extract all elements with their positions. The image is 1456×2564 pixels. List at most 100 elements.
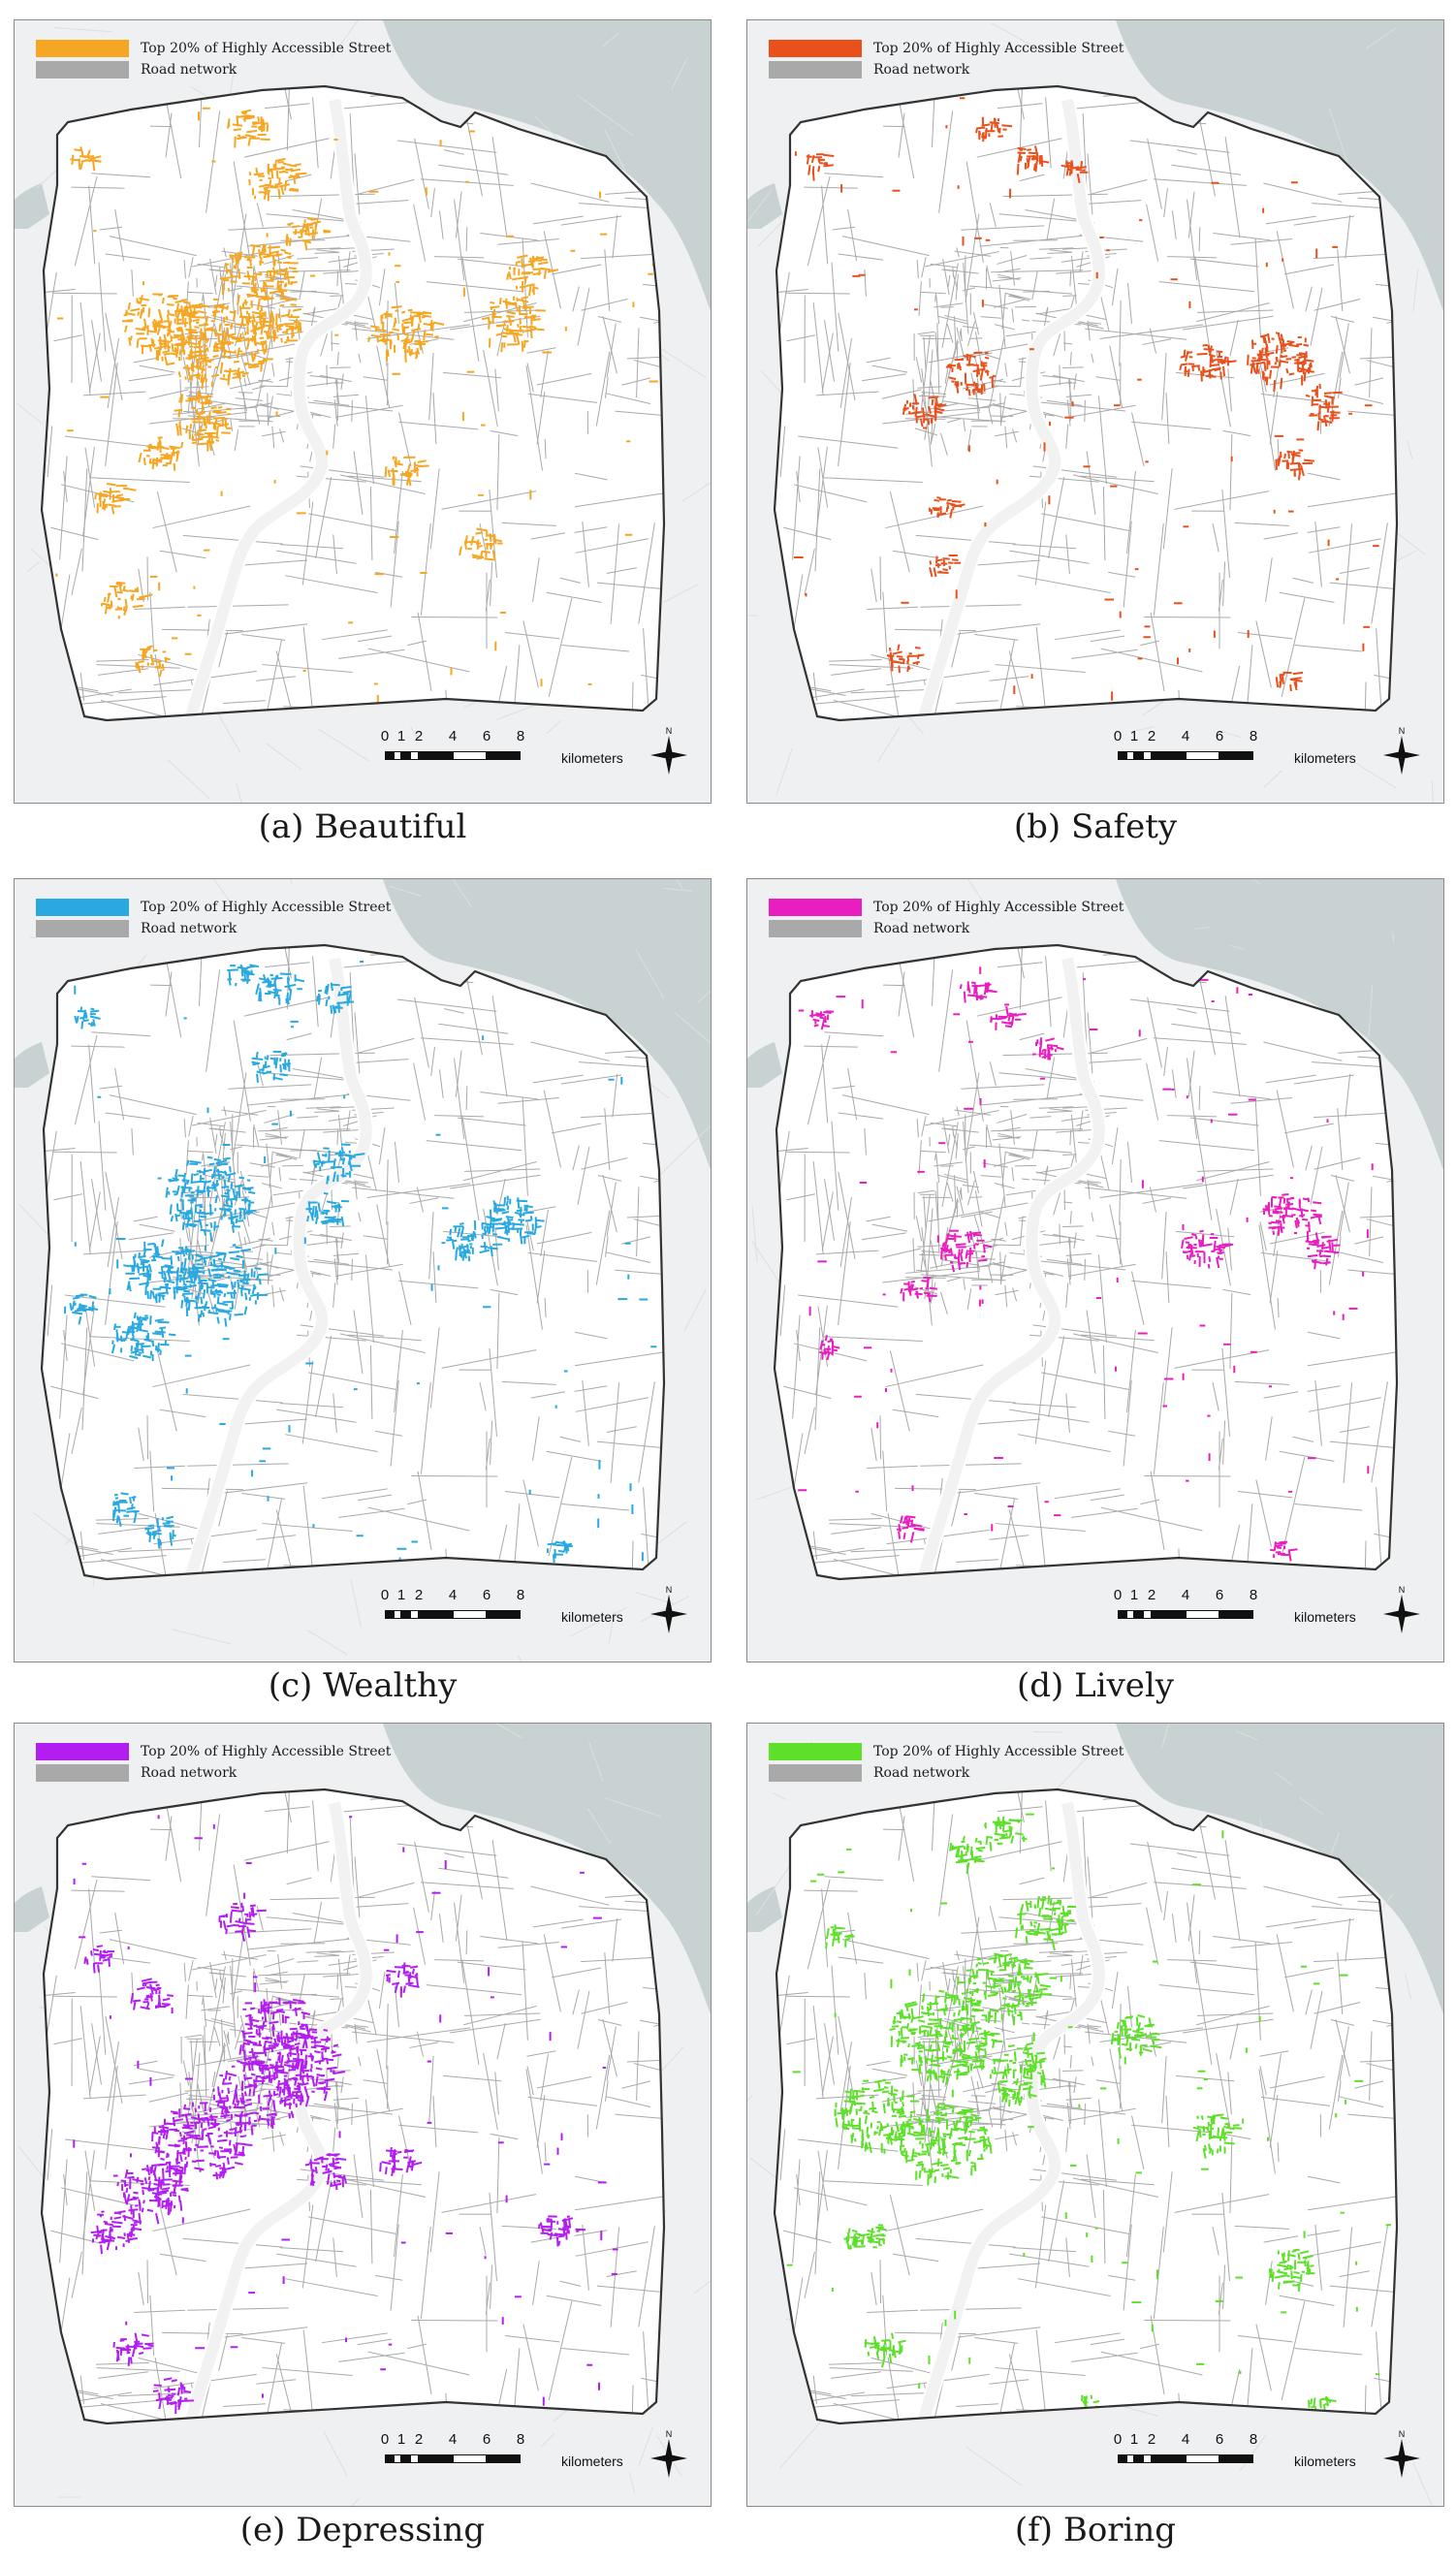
- highlight-streets: [60, 1801, 652, 2415]
- water-body: [1116, 1724, 1443, 2014]
- scale-tick: 0: [380, 1587, 390, 1603]
- road-swatch: [36, 920, 129, 937]
- scale-tick: 6: [482, 728, 491, 744]
- study-area: [42, 1789, 664, 2423]
- water-body: [747, 1042, 782, 1088]
- study-area: [42, 86, 664, 720]
- caption-f: (f) Boring: [1014, 2511, 1177, 2549]
- study-boundary: [40, 943, 666, 1581]
- scale-segment: [1126, 1610, 1134, 1619]
- scale-segment: [487, 751, 521, 760]
- scale-segment: [1152, 751, 1186, 760]
- scale-segment: [419, 2454, 453, 2463]
- scale-segment: [410, 2454, 419, 2463]
- legend-item-road: Road network: [36, 59, 391, 80]
- scale-segment: [1134, 751, 1143, 760]
- legend-road-label: Road network: [873, 62, 970, 78]
- legend: Top 20% of Highly Accessible Street Road…: [769, 1741, 1124, 1784]
- scale-segment: [1118, 1610, 1126, 1619]
- map-lively: [747, 879, 1443, 1662]
- legend-road-label: Road network: [141, 1765, 237, 1781]
- map-panel-d: Top 20% of Highly Accessible Street Road…: [746, 878, 1444, 1662]
- legend-item-highlight: Top 20% of Highly Accessible Street: [36, 38, 391, 59]
- scale-tick: 8: [1249, 1587, 1258, 1603]
- scale-segment: [1186, 1610, 1219, 1619]
- legend-road-label: Road network: [873, 921, 970, 936]
- river-channel: [170, 957, 372, 1579]
- highlight-streets: [798, 961, 1374, 1562]
- scale-segment: [1143, 751, 1152, 760]
- scale-tick: 8: [516, 1587, 525, 1603]
- scale-tick: 6: [1215, 728, 1224, 744]
- compass-icon: [1383, 2439, 1420, 2478]
- water-body: [383, 1724, 711, 2014]
- compass-icon: [1383, 1595, 1420, 1633]
- scale-bar: 0 1 2 4 6 8 kilometers: [381, 2431, 623, 2480]
- highlight-streets: [786, 1813, 1392, 2416]
- study-boundary: [773, 943, 1399, 1581]
- map-depressing: [15, 1724, 711, 2506]
- scale-tick: 6: [482, 2431, 491, 2448]
- north-arrow: N: [647, 1585, 691, 1639]
- scale-unit: kilometers: [1294, 750, 1356, 766]
- highlight-swatch: [769, 899, 862, 916]
- map-panel-a: Top 20% of Highly Accessible Street Road…: [14, 19, 712, 804]
- scale-tick: 8: [1249, 2431, 1258, 2448]
- scale-tick: 1: [396, 2431, 406, 2448]
- river-channel: [902, 98, 1105, 720]
- north-label: N: [1398, 2429, 1406, 2439]
- water-body: [15, 1886, 49, 1932]
- road-swatch: [36, 61, 129, 79]
- legend-item-road: Road network: [769, 1762, 1124, 1784]
- water-body: [383, 20, 711, 311]
- scale-segment: [385, 2454, 394, 2463]
- scale-tick: 2: [414, 2431, 424, 2448]
- scale-tick: 0: [1113, 2431, 1123, 2448]
- legend-item-road: Road network: [769, 59, 1124, 80]
- water-body: [747, 1886, 782, 1932]
- map-panel-f: Top 20% of Highly Accessible Street Road…: [746, 1723, 1444, 2507]
- scale-segment: [385, 751, 394, 760]
- highlight-streets: [55, 960, 657, 1567]
- scale-tick: 2: [414, 1587, 424, 1603]
- study-area: [775, 945, 1397, 1579]
- legend-item-highlight: Top 20% of Highly Accessible Street: [36, 897, 391, 918]
- water-body: [15, 183, 49, 229]
- legend-road-label: Road network: [141, 62, 237, 78]
- legend-item-highlight: Top 20% of Highly Accessible Street: [36, 1741, 391, 1762]
- legend: Top 20% of Highly Accessible Street Road…: [36, 38, 391, 80]
- study-area: [775, 1789, 1397, 2423]
- map-safety: [747, 20, 1443, 803]
- scale-tick: 4: [448, 1587, 458, 1603]
- study-area: [42, 945, 664, 1579]
- scale-unit: kilometers: [561, 2453, 623, 2469]
- scale-segment: [1143, 2454, 1152, 2463]
- legend-highlight-label: Top 20% of Highly Accessible Street: [873, 41, 1124, 56]
- river-channel: [902, 957, 1105, 1579]
- scale-tick: 4: [1181, 2431, 1190, 2448]
- road-swatch: [769, 1764, 862, 1782]
- scale-bar: 0 1 2 4 6 8 kilometers: [381, 728, 623, 776]
- highlight-swatch: [36, 40, 129, 57]
- road-swatch: [769, 920, 862, 937]
- scale-tick: 8: [516, 728, 525, 744]
- legend-road-label: Road network: [873, 1765, 970, 1781]
- legend-highlight-label: Top 20% of Highly Accessible Street: [873, 1744, 1124, 1759]
- scale-tick: 8: [516, 2431, 525, 2448]
- scale-bar: 0 1 2 4 6 8 kilometers: [380, 1587, 623, 1635]
- water-body: [1116, 879, 1443, 1170]
- scale-segment: [401, 2454, 410, 2463]
- scale-segment: [1186, 751, 1219, 760]
- north-label: N: [665, 726, 673, 736]
- scale-segment: [394, 2454, 401, 2463]
- map-wealthy: [15, 879, 711, 1662]
- map-panel-b: Top 20% of Highly Accessible Street Road…: [746, 19, 1444, 804]
- scale-segment: [1219, 1610, 1253, 1619]
- scale-segment: [487, 2454, 521, 2463]
- scale-segment: [419, 1610, 453, 1619]
- caption-c: (c) Wealthy: [268, 1666, 458, 1705]
- road-swatch: [769, 61, 862, 79]
- legend-item-road: Road network: [36, 1762, 391, 1784]
- scale-tick: 0: [1113, 1587, 1123, 1603]
- legend: Top 20% of Highly Accessible Street Road…: [36, 897, 391, 939]
